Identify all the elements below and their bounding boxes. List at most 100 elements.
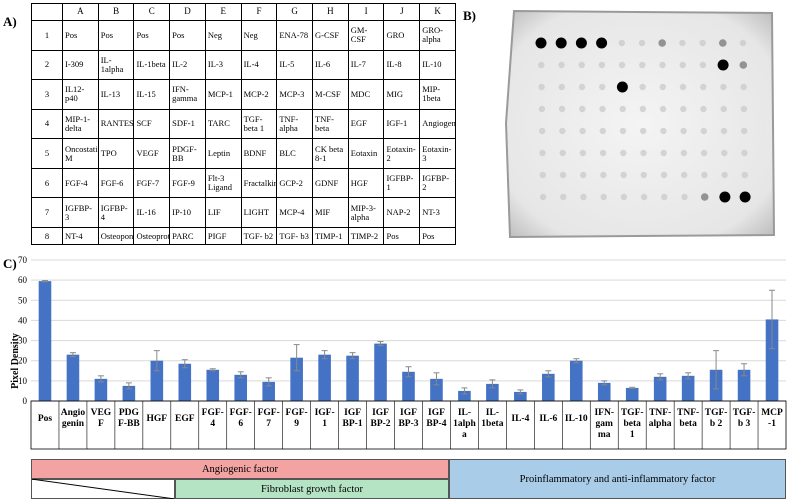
cytokine-cell: GDNF: [312, 167, 349, 199]
blot-spot: [616, 81, 628, 93]
blot-spot: [559, 171, 567, 179]
cytokine-cell: SCF: [133, 108, 171, 140]
column-header: D: [169, 3, 206, 21]
y-tick-label: 70: [18, 255, 28, 265]
column-header: H: [312, 3, 349, 21]
error-bar: [41, 280, 48, 283]
x-tick-label-line: EGF: [175, 414, 195, 424]
cytokine-cell: IGFBP-3: [62, 197, 99, 229]
row-number: 3: [31, 79, 63, 110]
error-bar: [181, 359, 188, 369]
cytokine-cell: Pos: [97, 19, 135, 51]
blot-spot: [599, 127, 606, 135]
cytokine-cell: MIP-1beta: [419, 79, 456, 110]
blot-spot: [701, 171, 708, 179]
blot-spot: [579, 149, 587, 157]
x-tick-label-line: BP-4: [426, 419, 446, 429]
blot-spot: [620, 193, 628, 201]
blot-spot: [720, 127, 728, 135]
x-tick-label-line: 1: [322, 419, 327, 429]
cytokine-cell: VEGF: [133, 138, 171, 169]
bar-pos: [38, 281, 52, 401]
cytokine-cell: LIF: [204, 197, 242, 229]
column-header: A: [62, 3, 99, 21]
x-tick-label-line: gam: [596, 419, 614, 429]
cytokine-cell: GRO-alpha: [419, 19, 456, 51]
error-bar: [321, 350, 328, 360]
blot-spot: [681, 193, 688, 201]
x-tick-label: FGF-9: [286, 408, 308, 429]
row-number: 5: [31, 138, 63, 169]
blot-spot: [539, 171, 546, 179]
error-bar: [517, 389, 524, 395]
table-row: 3 IL12-p40 IL-13 IL-15 IFN-gamma MCP-1 MCP-2 MC…: [31, 79, 456, 110]
x-tick-label-line: FGF-: [286, 408, 308, 418]
blot-spot: [700, 149, 708, 157]
membrane: [504, 9, 776, 239]
cytokine-cell: GM-CSF: [347, 19, 385, 51]
y-tick-label: 40: [18, 315, 28, 325]
cytokine-cell: FGF-9: [169, 167, 206, 199]
y-tick-label: 20: [18, 356, 28, 366]
blot-spot: [579, 105, 586, 113]
column-header: B: [97, 3, 135, 21]
x-tick-label: PDG F-BB: [118, 408, 140, 429]
x-tick-label: HGF: [147, 414, 168, 424]
error-bar: [629, 386, 636, 390]
blot-spot: [679, 39, 686, 47]
x-tick-label: FGF-6: [230, 408, 252, 429]
panel-a-label: A): [3, 14, 17, 29]
x-tick-label-line: alpha: [649, 419, 672, 429]
bar-tnf-alpha: [653, 376, 667, 401]
cytokine-cell: Neg: [240, 19, 278, 51]
blot-spot: [660, 171, 668, 179]
cytokine-cell: IL-2: [169, 49, 206, 81]
blot-spot: [640, 193, 648, 201]
blot-spot: [719, 39, 727, 47]
x-tick-label: MCP -1: [761, 408, 783, 429]
column-header: I: [347, 3, 385, 21]
blot-spot: [660, 149, 667, 157]
error-bar: [685, 372, 692, 380]
x-tick-label: TNF-alpha: [649, 408, 672, 429]
x-tick-label-line: ma: [598, 430, 611, 440]
cytokine-cell: Osteoprotegerin: [133, 227, 171, 245]
error-bar: [405, 366, 412, 378]
x-tick-label-line: -1: [768, 419, 776, 429]
blot-spot: [741, 149, 748, 157]
panel-b-label: B): [463, 8, 476, 23]
cytokine-cell: IP-10: [169, 197, 206, 229]
blot-spot: [619, 127, 627, 135]
legend-fibroblast-growth-factor: Fibroblast growth factor: [175, 479, 449, 499]
blot-spot: [740, 83, 747, 91]
cytokine-cell: TNF-alpha: [276, 108, 314, 140]
bar-il-10: [569, 360, 583, 401]
legend-angiogenic-label: Angiogenic factor: [201, 463, 279, 475]
bar-angiogenin: [66, 354, 80, 401]
bar-igfbp-1: [346, 355, 359, 401]
bar-tgf-beta-1: [625, 387, 639, 401]
x-tick-label-line: IFN-: [594, 408, 614, 418]
blot-spot: [539, 149, 546, 157]
cytokine-cell: MIP-3-alpha: [347, 197, 385, 229]
cytokine-cell: ENA-78: [276, 19, 314, 51]
cytokine-cell: Eotaxin-2: [383, 138, 421, 169]
blot-spot: [721, 149, 728, 157]
error-bar: [489, 379, 496, 389]
cytokine-cell: Osteopontin: [97, 227, 135, 245]
cytokine-cell: PIGF: [204, 227, 242, 245]
blot-spot: [639, 105, 647, 113]
cytokine-cell: GCP-2: [276, 167, 314, 199]
x-tick-label-line: IL-4: [511, 414, 529, 424]
x-tick-label-line: a: [462, 430, 467, 440]
cytokine-cell: EGF: [347, 108, 385, 140]
x-tick-label: IL-10: [565, 414, 588, 424]
x-tick-label-line: TNF-: [649, 408, 671, 418]
blot-spot: [599, 83, 606, 91]
blot-spot: [739, 191, 751, 203]
blot-spot: [580, 171, 587, 179]
blot-spot: [599, 149, 607, 157]
cytokine-cell: SDF-1: [169, 108, 206, 140]
cytokine-cell: Flt-3 Ligand: [204, 167, 242, 199]
blot-spot: [699, 39, 706, 47]
